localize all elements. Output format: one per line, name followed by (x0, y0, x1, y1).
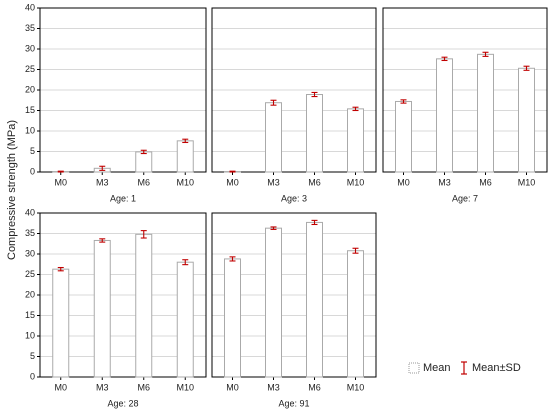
bar (306, 94, 323, 173)
bar (224, 258, 241, 378)
bar (52, 268, 70, 378)
legend-label: Mean (423, 362, 451, 374)
y-tick-label: 15 (25, 310, 35, 320)
y-tick-label: 40 (25, 2, 35, 12)
x-tick-label: M3 (267, 177, 280, 187)
plot-frame (211, 212, 377, 378)
error-bar (140, 230, 147, 239)
bar (347, 250, 364, 378)
error-bar (523, 65, 530, 71)
bar (176, 140, 194, 173)
error-bar (99, 238, 106, 243)
x-tick-label: M6 (137, 382, 150, 392)
bar (306, 221, 323, 378)
y-tick-label: 0 (30, 371, 35, 381)
error-bar (182, 259, 189, 266)
error-bar (352, 247, 359, 254)
y-tick-label: 35 (25, 228, 35, 238)
bar (265, 102, 282, 173)
legend-sd-icon (461, 361, 467, 375)
y-tick-label: 5 (30, 146, 35, 156)
bar (436, 58, 453, 173)
error-bar (311, 91, 318, 98)
bar (477, 53, 494, 173)
y-tick-label: 40 (25, 207, 35, 217)
y-tick-label: 20 (25, 84, 35, 94)
x-tick-label: M6 (308, 382, 321, 392)
plot-frame (211, 7, 377, 173)
panel-title: Age: 91 (278, 398, 309, 408)
y-tick-label: 35 (25, 23, 35, 33)
legend-label: Mean±SD (472, 362, 521, 374)
y-tick-label: 20 (25, 289, 35, 299)
x-tick-label: M0 (226, 382, 239, 392)
x-tick-label: M0 (54, 382, 67, 392)
panel-title: Age: 1 (110, 193, 136, 203)
x-tick-label: M3 (267, 382, 280, 392)
legend-mean-icon (408, 362, 420, 374)
bar (347, 108, 364, 173)
y-tick-label: 10 (25, 330, 35, 340)
bar (518, 67, 535, 173)
x-tick-label: M6 (137, 177, 150, 187)
y-tick-label: 25 (25, 64, 35, 74)
error-bar (99, 165, 106, 171)
x-tick-label: M10 (347, 177, 365, 187)
y-tick-label: 10 (25, 125, 35, 135)
y-tick-label: 5 (30, 351, 35, 361)
error-bar (270, 226, 277, 230)
x-tick-label: M0 (226, 177, 239, 187)
panel-title: Age: 7 (452, 193, 478, 203)
x-tick-label: M3 (96, 382, 109, 392)
bar (93, 239, 111, 378)
error-bar (182, 138, 189, 144)
error-bar (352, 106, 359, 112)
x-tick-label: M3 (96, 177, 109, 187)
bar (395, 100, 412, 173)
y-axis-label: Compressive strength (MPa) (6, 120, 18, 260)
error-bar (229, 170, 236, 173)
panel-title: Age: 28 (107, 398, 138, 408)
x-tick-label: M3 (438, 177, 451, 187)
x-tick-label: M0 (54, 177, 67, 187)
bar (176, 261, 194, 378)
x-tick-label: M6 (308, 177, 321, 187)
x-tick-label: M10 (176, 177, 194, 187)
error-bar (270, 99, 277, 106)
plot-frame (382, 7, 548, 173)
error-bar (229, 256, 236, 262)
bar (135, 151, 153, 173)
error-bar (140, 149, 147, 155)
y-tick-label: 15 (25, 105, 35, 115)
error-bar (57, 266, 64, 272)
error-bar (441, 56, 448, 62)
error-bar (57, 170, 64, 173)
error-bar (400, 99, 407, 104)
x-tick-label: M0 (397, 177, 410, 187)
error-bar (311, 219, 318, 226)
y-tick-label: 25 (25, 269, 35, 279)
x-tick-label: M6 (479, 177, 492, 187)
bar (135, 233, 153, 378)
plot-frame (39, 7, 207, 173)
panel-title: Age: 3 (281, 193, 307, 203)
x-tick-label: M10 (518, 177, 536, 187)
bar (265, 227, 282, 378)
y-tick-label: 0 (30, 166, 35, 176)
y-tick-label: 30 (25, 43, 35, 53)
x-tick-label: M10 (347, 382, 365, 392)
error-bar (482, 51, 489, 57)
plot-frame (39, 212, 207, 378)
x-tick-label: M10 (176, 382, 194, 392)
y-tick-label: 30 (25, 248, 35, 258)
